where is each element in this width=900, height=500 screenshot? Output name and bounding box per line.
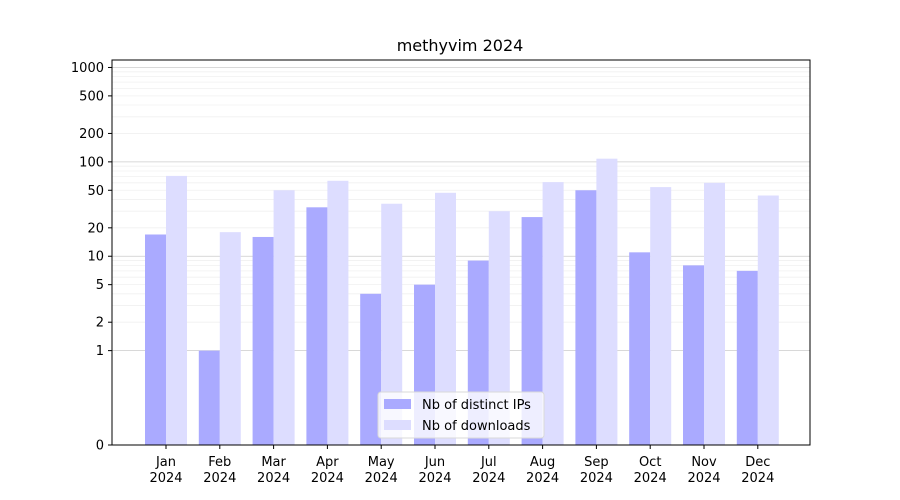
bar-downloads [381,203,403,445]
y-tick-label: 20 [87,221,104,236]
x-tick-label-month: Apr [316,455,339,470]
bar-ips [736,270,758,445]
x-tick-label-year: 2024 [203,471,236,486]
bar-ips [360,293,382,445]
x-tick-label-year: 2024 [365,471,398,486]
chart-title: methyvim 2024 [397,36,524,55]
x-tick-label-month: Jun [424,455,445,470]
y-tick-label: 200 [79,127,104,142]
x-tick-label-year: 2024 [418,471,451,486]
bar-downloads [273,190,295,445]
bar-downloads [650,187,672,446]
x-tick-label-month: Nov [691,455,717,470]
x-tick-label-month: Mar [261,455,286,470]
bar-downloads [219,232,241,445]
x-tick-label-year: 2024 [687,471,720,486]
bar-ips [683,265,704,445]
legend-swatch [384,420,411,430]
legend-box [377,391,545,439]
x-tick-label-year: 2024 [257,471,290,486]
bar-ips [521,217,543,445]
plot-frame [111,59,811,446]
x-tick-label-month: May [368,455,395,470]
bar-downloads [166,175,187,445]
y-tick-label: 2 [96,316,104,331]
bar-downloads [435,192,456,445]
bar-ips [198,350,220,445]
x-tick-label-year: 2024 [741,471,774,486]
y-tick-label: 50 [87,184,104,199]
x-tick-label-month: Jan [155,455,176,470]
bar-ips [629,252,651,445]
x-tick-label-month: Jul [480,455,497,470]
bar-ips [306,207,328,445]
bar-downloads [757,195,779,445]
legend-label: Nb of downloads [422,419,531,434]
y-tick-label: 1000 [71,61,104,76]
legend-swatch [384,399,411,409]
x-tick-label-month: Sep [584,455,609,470]
legend: Nb of distinct IPs Nb of downloads [377,391,545,439]
x-tick-label-year: 2024 [149,471,182,486]
x-axis: Jan2024Feb2024Mar2024Apr2024May2024Jun20… [149,445,774,486]
bar-downloads [488,211,510,445]
x-tick-label-month: Aug [530,455,555,470]
legend-label: Nb of distinct IPs [422,398,531,413]
y-tick-label: 0 [96,439,104,454]
y-tick-label: 100 [79,155,104,170]
x-tick-label-month: Dec [745,455,770,470]
x-tick-label-year: 2024 [634,471,667,486]
x-tick-label-month: Feb [208,455,231,470]
y-axis: 0 1 2 5 10 20 50 100 200 500 1000 [71,61,112,454]
bar-downloads [704,182,725,445]
x-tick-label-year: 2024 [311,471,344,486]
bar-downloads [542,182,564,445]
y-tick-label: 5 [96,278,104,293]
bar-ips [145,234,166,445]
bar-ips [252,236,274,445]
y-tick-label: 10 [87,250,104,265]
bar-ips [575,190,597,445]
x-tick-label-year: 2024 [580,471,613,486]
x-tick-label-year: 2024 [526,471,559,486]
y-tick-label: 500 [79,89,104,104]
y-tick-label: 1 [96,344,104,359]
bar-downloads [327,180,349,445]
bar-downloads [596,158,618,445]
x-tick-label-year: 2024 [472,471,505,486]
x-tick-label-month: Oct [639,455,661,470]
